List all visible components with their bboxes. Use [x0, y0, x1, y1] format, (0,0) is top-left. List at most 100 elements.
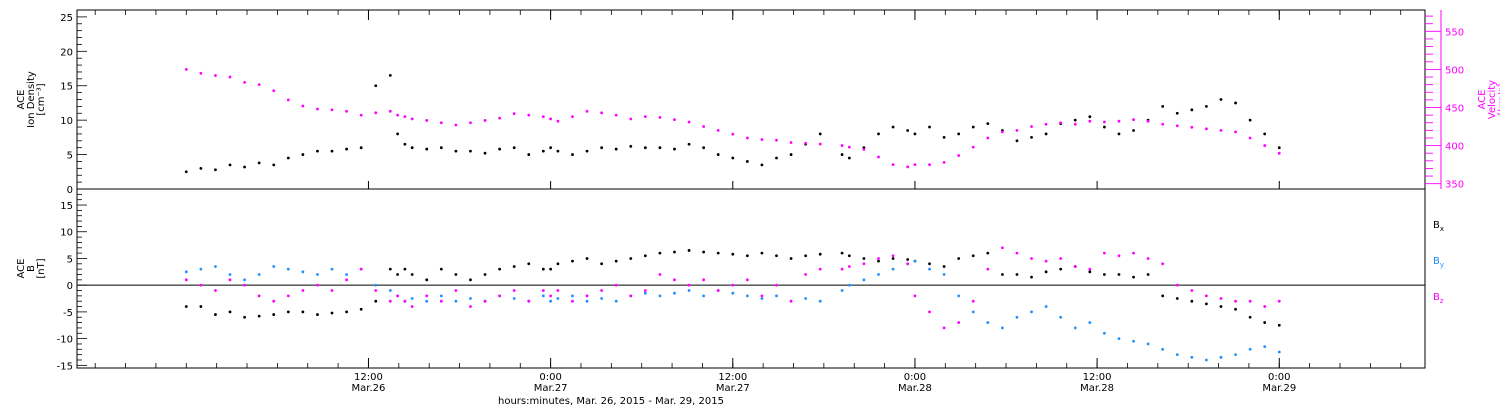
- b-Bz-point: [687, 283, 691, 287]
- b-By-point: [775, 294, 778, 298]
- b-Bx-point: [745, 254, 749, 258]
- velocity-point: [971, 145, 975, 149]
- b-Bx-point: [928, 262, 931, 266]
- b-Bx-point: [549, 267, 553, 271]
- b-Bz-point: [345, 278, 348, 282]
- b-Bz-point: [571, 299, 574, 303]
- density-point: [1234, 101, 1237, 105]
- right-y-tick-label: 450: [1445, 103, 1464, 114]
- velocity-point: [818, 142, 822, 146]
- right-y-tick-label: 550: [1445, 27, 1464, 38]
- velocity-point: [571, 115, 574, 119]
- b-Bx-point: [257, 314, 261, 318]
- density-point: [716, 153, 720, 156]
- density-point: [571, 153, 574, 156]
- density-point: [906, 129, 910, 132]
- b-Bx-point: [286, 310, 290, 314]
- b-By-point: [541, 294, 545, 298]
- velocity-point: [1263, 144, 1267, 147]
- density-point: [928, 125, 931, 129]
- b-Bz-point: [1117, 254, 1121, 258]
- velocity-point: [862, 147, 866, 151]
- density-point: [549, 146, 553, 150]
- b-Bx-point: [760, 251, 764, 255]
- b-Bx-point: [1030, 275, 1033, 279]
- velocity-point: [957, 154, 961, 157]
- b-Bz-point: [396, 294, 400, 298]
- b-Bz-point: [862, 262, 866, 266]
- density-point: [658, 146, 662, 150]
- density-point: [1073, 118, 1077, 122]
- velocity-point: [731, 132, 735, 136]
- density-point: [1015, 139, 1019, 143]
- b-Bz-point: [1059, 257, 1063, 260]
- density-point: [986, 122, 990, 125]
- velocity-point: [396, 113, 400, 117]
- b-Bz-point: [454, 289, 458, 292]
- b-Bz-point: [388, 299, 392, 303]
- b-Bz-point: [643, 289, 647, 292]
- b-Bx-point: [316, 313, 319, 316]
- density-point: [1248, 118, 1252, 122]
- left-y-tick-label: 25: [60, 13, 73, 24]
- density-point: [359, 146, 363, 150]
- b-By-point: [942, 273, 946, 276]
- density-point: [243, 165, 246, 169]
- b-Bz-point: [1234, 299, 1237, 303]
- velocity-point: [439, 121, 443, 125]
- velocity-point: [469, 121, 472, 125]
- b-Bx-point: [243, 315, 246, 319]
- velocity-point: [1219, 128, 1223, 132]
- b-By-point: [243, 278, 246, 282]
- x-tick-date-1: Mar.27: [534, 383, 568, 394]
- density-point: [1205, 104, 1208, 108]
- b-Bz-point: [425, 294, 429, 298]
- velocity-point: [388, 109, 392, 113]
- velocity-point: [673, 118, 676, 122]
- b-y-tick-label: 0: [67, 281, 73, 292]
- velocity-point: [1030, 125, 1033, 128]
- b-Bz-point: [199, 283, 203, 287]
- b-By-point: [388, 289, 392, 292]
- legend-By: By: [1433, 256, 1444, 269]
- b-Bz-point: [527, 299, 531, 303]
- left-y-tick-label: 20: [60, 47, 73, 58]
- x-axis-label: hours:minutes, Mar. 26, 2015 - Mar. 29, …: [498, 396, 724, 407]
- b-By-point: [454, 299, 458, 303]
- b-Bz-point: [410, 305, 414, 308]
- b-Bx-point: [410, 273, 414, 276]
- b-By-point: [877, 273, 880, 276]
- b-Bz-point: [1248, 299, 1252, 303]
- b-Bx-point: [403, 267, 407, 271]
- left-y-tick-label: 5: [67, 151, 73, 162]
- b-By-point: [862, 278, 866, 282]
- x-tick-date-3: Mar.28: [898, 383, 932, 394]
- b-Bx-point: [1015, 273, 1019, 276]
- velocity-point: [840, 144, 844, 147]
- density-point: [272, 163, 276, 167]
- b-By-point: [702, 294, 706, 298]
- b-By-point: [840, 289, 844, 292]
- b-y-tick-label: -10: [57, 335, 73, 346]
- right-y-tick-label: 350: [1445, 180, 1464, 191]
- b-Bz-point: [498, 294, 502, 298]
- b-By-point: [986, 321, 990, 324]
- b-By-point: [1102, 331, 1106, 335]
- b-Bz-point: [1132, 251, 1135, 255]
- b-Bz-point: [374, 289, 378, 292]
- velocity-point: [877, 155, 880, 159]
- b-Bz-point: [891, 254, 895, 258]
- density-point: [942, 135, 946, 139]
- b-Bx-point: [1219, 305, 1223, 308]
- b-Bx-point: [301, 310, 305, 314]
- b-By-point: [1146, 342, 1150, 346]
- density-point: [913, 132, 917, 136]
- right-y-label-line-2: [km/s]: [1497, 83, 1500, 115]
- b-Bx-point: [986, 251, 990, 255]
- b-By-point: [1015, 315, 1019, 319]
- density-point: [1117, 132, 1121, 136]
- b-Bx-point: [388, 267, 392, 271]
- b-By-point: [745, 294, 749, 298]
- b-Bx-point: [359, 307, 363, 311]
- b-By-point: [913, 259, 917, 263]
